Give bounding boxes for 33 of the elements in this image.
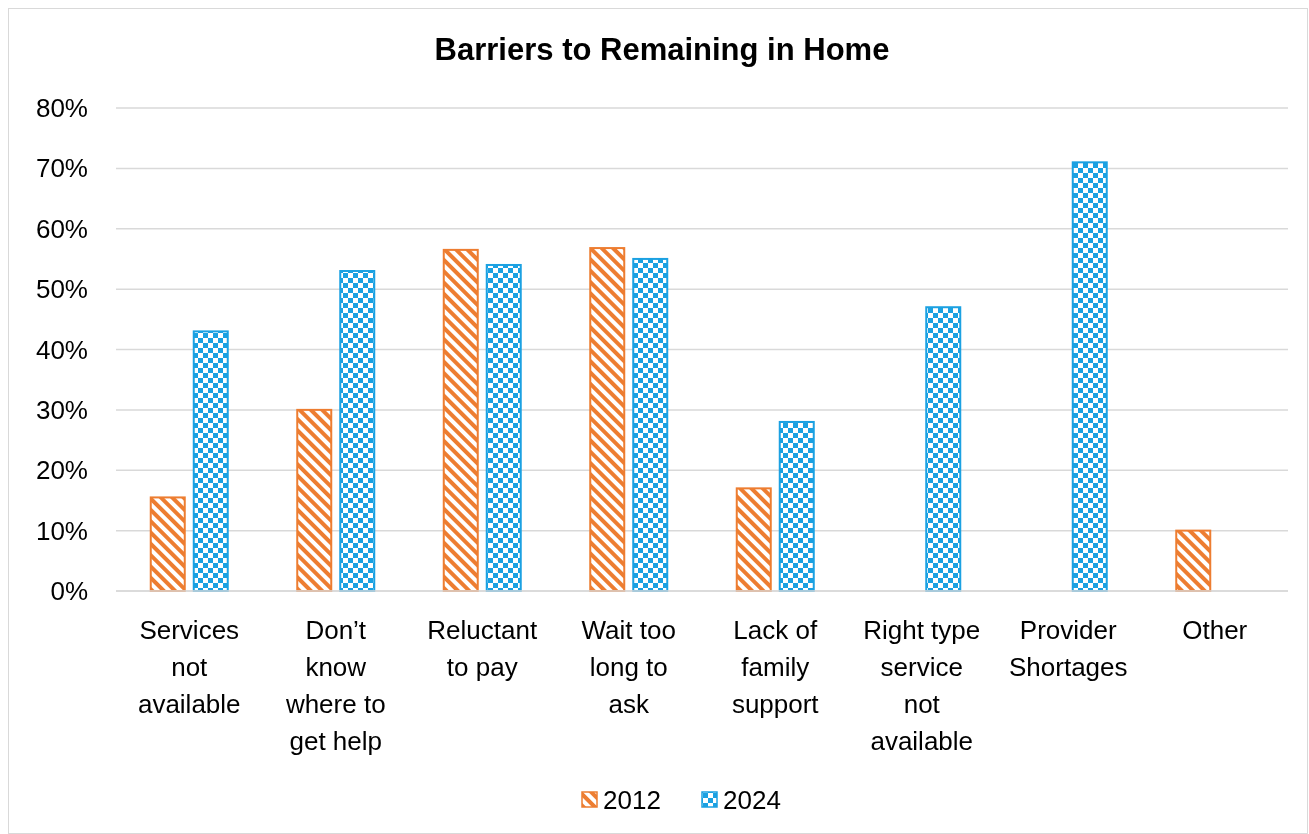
x-tick-label: Services not available bbox=[137, 615, 241, 719]
y-tick-label: 0% bbox=[50, 576, 88, 607]
y-tick-label: 20% bbox=[35, 455, 88, 486]
y-tick-label: 80% bbox=[35, 93, 88, 124]
x-tick-label: Provider Shortages bbox=[1008, 615, 1128, 682]
x-tick-label: Wait too long to ask bbox=[581, 615, 676, 719]
chart-title: Barriers to Remaining in Home bbox=[434, 32, 890, 67]
bar bbox=[442, 248, 479, 592]
bar bbox=[149, 496, 186, 592]
bar bbox=[485, 263, 522, 592]
legend-label: 2024 bbox=[723, 785, 781, 816]
x-tick-label: Other bbox=[1182, 615, 1248, 645]
y-tick-label: 40% bbox=[35, 334, 88, 365]
bar bbox=[1071, 161, 1108, 592]
x-tick-label: Don’t know where to get help bbox=[284, 615, 386, 756]
bar bbox=[192, 330, 229, 592]
bar bbox=[735, 487, 772, 592]
x-tick-label: Lack of family support bbox=[731, 615, 820, 719]
bar bbox=[339, 270, 376, 592]
bar bbox=[925, 306, 962, 592]
bar bbox=[589, 247, 626, 592]
y-tick-label: 50% bbox=[35, 274, 88, 305]
x-tick-label: Reluctant to pay bbox=[427, 615, 538, 682]
bar bbox=[296, 408, 333, 592]
x-tick-label: Right type service not available bbox=[863, 615, 981, 756]
bar bbox=[632, 257, 669, 592]
y-tick-label: 70% bbox=[35, 153, 88, 184]
legend-label: 2012 bbox=[603, 785, 661, 816]
y-tick-label: 10% bbox=[35, 515, 88, 546]
y-tick-label: 30% bbox=[35, 394, 88, 425]
bar bbox=[1175, 529, 1212, 592]
bar bbox=[778, 420, 815, 592]
y-tick-label: 60% bbox=[35, 213, 88, 244]
